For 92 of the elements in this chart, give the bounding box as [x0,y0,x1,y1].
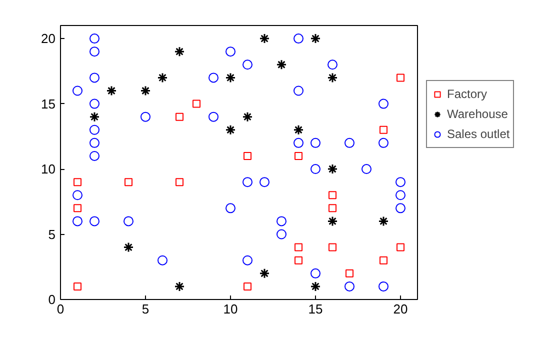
x-tick-label: 15 [308,302,323,316]
point [310,164,320,174]
point [259,33,270,44]
point [294,243,302,252]
point [276,216,286,226]
point [310,138,320,148]
point [90,150,100,161]
point [276,229,286,240]
point [124,216,134,226]
y-tick-label: 0 [48,292,56,307]
point [192,100,200,108]
point [244,282,252,290]
point [294,138,304,148]
point [328,191,336,200]
point [242,177,252,188]
point [174,46,185,57]
point [346,269,354,278]
point [378,281,388,292]
point [123,242,134,253]
point [259,268,270,279]
point [328,60,338,70]
point [244,152,252,160]
point [310,281,321,292]
point [327,216,338,226]
y-tick-label: 15 [41,96,56,112]
point [72,190,82,200]
y-tick-label: 10 [41,162,56,177]
point [327,164,338,174]
point [396,74,404,82]
point [294,34,304,44]
point [106,85,117,96]
point [90,34,100,44]
point [242,60,252,70]
point [124,178,132,186]
point [344,281,354,292]
point [396,190,406,200]
point [293,124,304,136]
point [208,112,218,122]
y-tick-label: 5 [48,226,56,242]
point [362,164,372,174]
point [226,46,236,57]
point [294,152,302,160]
point [174,281,185,292]
point [242,112,253,122]
point [327,72,338,83]
y-tick-label: 20 [41,31,56,46]
legend-label: Warehouse [447,107,508,121]
point [226,203,236,214]
point [294,256,302,264]
legend-label: Factory [447,87,488,101]
point [380,256,388,264]
point [396,243,404,252]
point [90,46,100,57]
point [396,177,406,188]
point [310,33,321,44]
point [242,255,252,266]
point [89,112,100,122]
point [328,243,336,252]
point [328,204,336,212]
legend-label: Sales outlet [447,127,510,141]
point [208,72,218,83]
point [294,86,304,96]
point [310,268,320,278]
point [176,178,184,186]
point [72,86,82,96]
point [344,138,354,148]
point [140,112,150,122]
point [158,255,168,266]
point [90,138,100,148]
point [74,178,82,186]
x-tick-label: 20 [393,302,408,316]
point [90,72,100,83]
point [74,204,82,212]
point [140,85,151,96]
point [378,138,388,148]
point [176,112,184,121]
point [74,282,82,290]
point [380,126,388,134]
point [90,216,100,226]
point [90,98,100,109]
point [90,124,100,135]
point [378,216,389,226]
point [225,124,236,136]
point [157,72,168,83]
point [378,98,388,109]
point [396,203,406,214]
point [72,216,82,226]
point [260,177,270,188]
point [276,59,287,70]
point [225,72,236,83]
x-tick-label: 5 [142,302,150,316]
x-tick-label: 10 [223,302,238,316]
